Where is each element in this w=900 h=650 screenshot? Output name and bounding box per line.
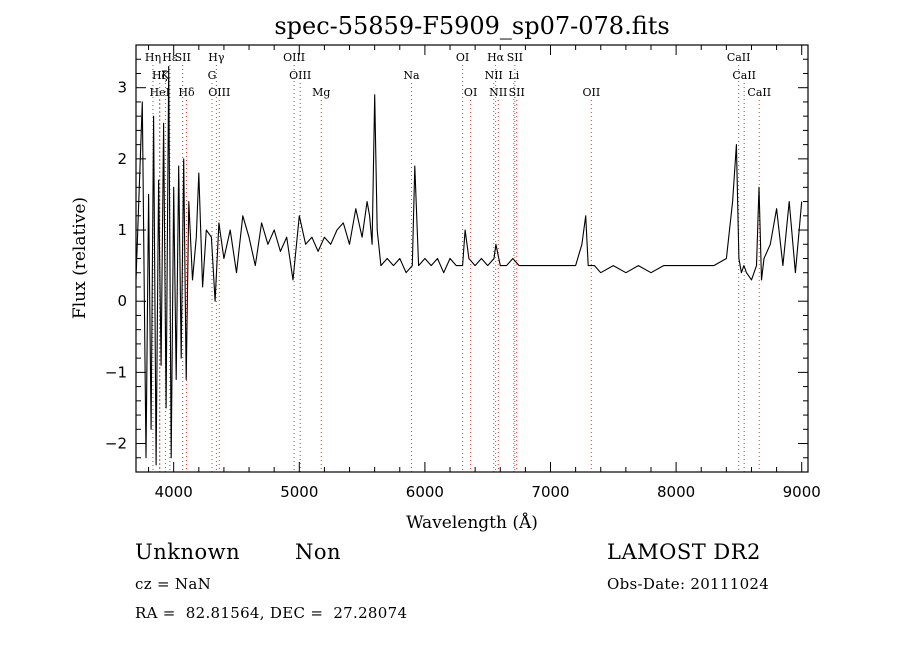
line-marker-label: K — [161, 69, 170, 82]
survey-label: LAMOST DR2 — [607, 540, 761, 564]
chart-title: spec-55859-F5909_sp07-078.fits — [274, 12, 669, 40]
subclass-label: Non — [295, 540, 342, 564]
spectrum-line — [135, 65, 803, 466]
spectrum-series — [135, 65, 803, 466]
line-marker-label: SII — [509, 86, 525, 99]
line-marker-label: SII — [175, 51, 191, 64]
x-tick-label: 7000 — [531, 483, 569, 501]
redshift-text: cz = NaN — [135, 575, 212, 593]
line-marker-label: Li — [508, 69, 519, 82]
line-marker-label: CaII — [747, 86, 771, 99]
line-marker-label: CaII — [727, 51, 751, 64]
x-tick-label: 6000 — [406, 483, 444, 501]
line-marker-label: Na — [403, 69, 420, 82]
y-tick-label: 0 — [117, 292, 127, 310]
line-marker-label: Hη — [145, 51, 161, 64]
line-marker-label: CaII — [732, 69, 756, 82]
y-axis-label: Flux (relative) — [70, 197, 90, 319]
class-label: Unknown — [135, 540, 241, 564]
line-marker-label: Mg — [312, 86, 330, 99]
x-tick-label: 5000 — [280, 483, 318, 501]
line-marker-label: Hδ — [178, 86, 195, 99]
line-marker-label: OI — [456, 51, 469, 64]
line-marker-label: HeI — [150, 86, 170, 99]
plot-frame — [135, 44, 809, 473]
y-tick-label: −2 — [105, 435, 127, 453]
line-marker-label: NII — [485, 69, 503, 82]
y-tick-label: 3 — [117, 79, 127, 97]
axis-ticks: 4000 5000 6000 7000 8000 9000 −2 −1 0 1 2 3 — [105, 45, 821, 501]
line-marker-label: Hα — [487, 51, 505, 64]
coordinates-text: RA = 82.81564, DEC = 27.28074 — [135, 604, 408, 622]
line-marker-label: OII — [582, 86, 600, 99]
x-axis-label: Wavelength (Å) — [406, 512, 538, 533]
x-tick-label: 8000 — [657, 483, 695, 501]
line-marker-label: G — [208, 69, 217, 82]
line-marker-label: OIII — [289, 69, 311, 82]
line-marker-label: OIII — [283, 51, 305, 64]
y-tick-label: −1 — [105, 363, 127, 381]
y-tick-label: 2 — [117, 150, 127, 168]
line-marker-label: SII — [507, 51, 523, 64]
x-tick-label: 9000 — [783, 483, 821, 501]
line-marker-label: OIII — [208, 86, 230, 99]
x-tick-label: 4000 — [155, 483, 193, 501]
obs-date-text: Obs-Date: 20111024 — [607, 575, 770, 593]
y-tick-label: 1 — [117, 221, 127, 239]
line-marker-label: OI — [464, 86, 477, 99]
line-marker-label: NII — [489, 86, 507, 99]
line-marker-label: Hγ — [208, 51, 225, 64]
line-marker-label: Hζ — [152, 69, 168, 82]
